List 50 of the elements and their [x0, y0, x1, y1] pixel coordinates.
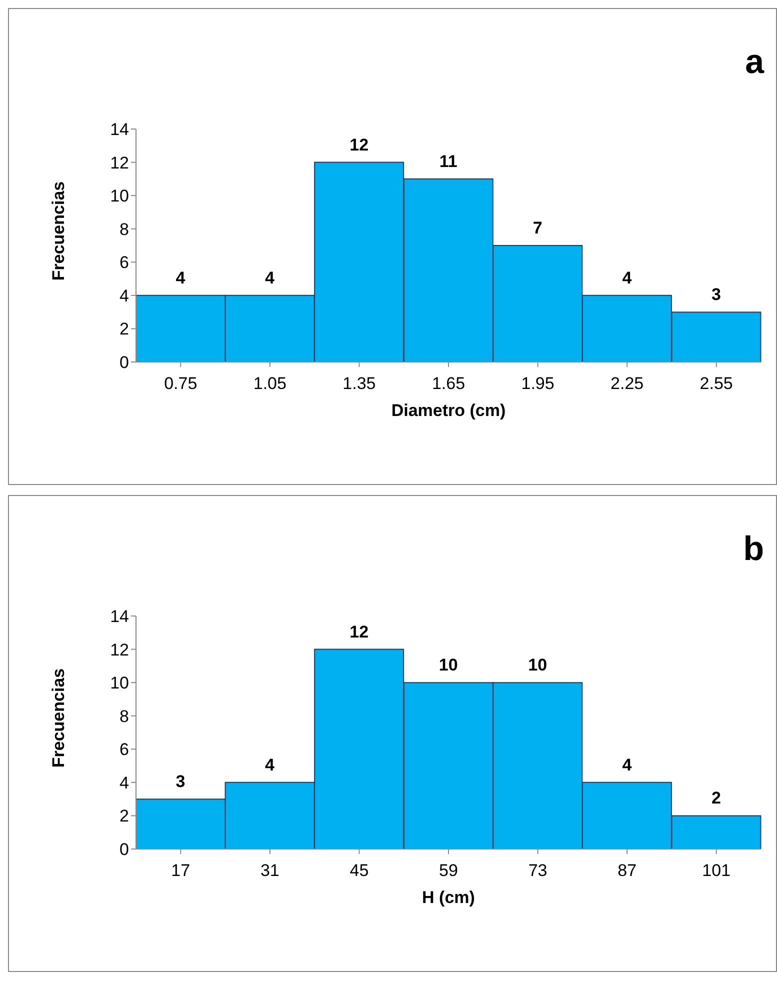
- y-axis-title: Frecuencias: [49, 668, 69, 768]
- y-tick-label: 2: [120, 320, 129, 339]
- x-tick-label: 1.95: [521, 374, 554, 394]
- x-tick-label: 0.75: [164, 374, 198, 394]
- x-axis-title: Diametro (cm): [390, 401, 507, 421]
- data-label: 4: [265, 755, 276, 774]
- x-tick-label: 73: [528, 861, 548, 880]
- y-tick-label: 2: [120, 806, 129, 826]
- data-label: 7: [532, 218, 542, 238]
- data-label: 10: [528, 656, 548, 675]
- x-tick-label: 2.55: [700, 374, 733, 394]
- y-tick-label: 12: [110, 153, 129, 172]
- data-label: 2: [711, 788, 721, 808]
- data-label: 4: [622, 268, 632, 288]
- data-label: 3: [176, 772, 186, 792]
- x-tick-label: 45: [350, 861, 369, 880]
- y-tick-label: 0: [120, 353, 129, 372]
- x-tick-label: 1.65: [432, 374, 466, 394]
- data-label: 12: [350, 622, 369, 642]
- x-tick-label: 1.05: [253, 374, 286, 394]
- data-label: 4: [622, 755, 632, 774]
- data-label: 4: [265, 268, 276, 288]
- y-tick-label: 14: [110, 120, 129, 140]
- y-tick-label: 8: [120, 706, 129, 726]
- data-label: 12: [350, 135, 369, 154]
- y-tick-label: 10: [110, 186, 129, 206]
- data-label: 3: [711, 285, 721, 304]
- y-tick-label: 6: [120, 253, 129, 272]
- y-tick-label: 14: [110, 607, 129, 626]
- y-tick-label: 4: [120, 773, 129, 792]
- y-tick-label: 10: [110, 674, 129, 693]
- y-tick-label: 6: [120, 740, 129, 760]
- y-axis-title: Frecuencias: [49, 181, 69, 281]
- y-tick-label: 12: [110, 640, 129, 660]
- y-tick-label: 0: [120, 840, 129, 860]
- data-label: 10: [438, 656, 458, 675]
- x-axis-title: H (cm): [421, 888, 476, 908]
- y-tick-label: 4: [120, 286, 129, 306]
- data-label: 11: [439, 152, 458, 171]
- x-tick-label: 59: [439, 861, 458, 880]
- data-label: 4: [176, 268, 186, 288]
- x-tick-label: 2.25: [610, 374, 644, 394]
- x-tick-label: 17: [171, 861, 190, 880]
- x-tick-label: 31: [260, 861, 280, 880]
- chart-title: b: [743, 530, 764, 569]
- y-tick-label: 8: [120, 220, 129, 239]
- x-tick-label: 101: [702, 861, 731, 880]
- x-tick-label: 87: [618, 861, 637, 880]
- chart-title: a: [745, 43, 764, 82]
- x-tick-label: 1.35: [342, 374, 376, 394]
